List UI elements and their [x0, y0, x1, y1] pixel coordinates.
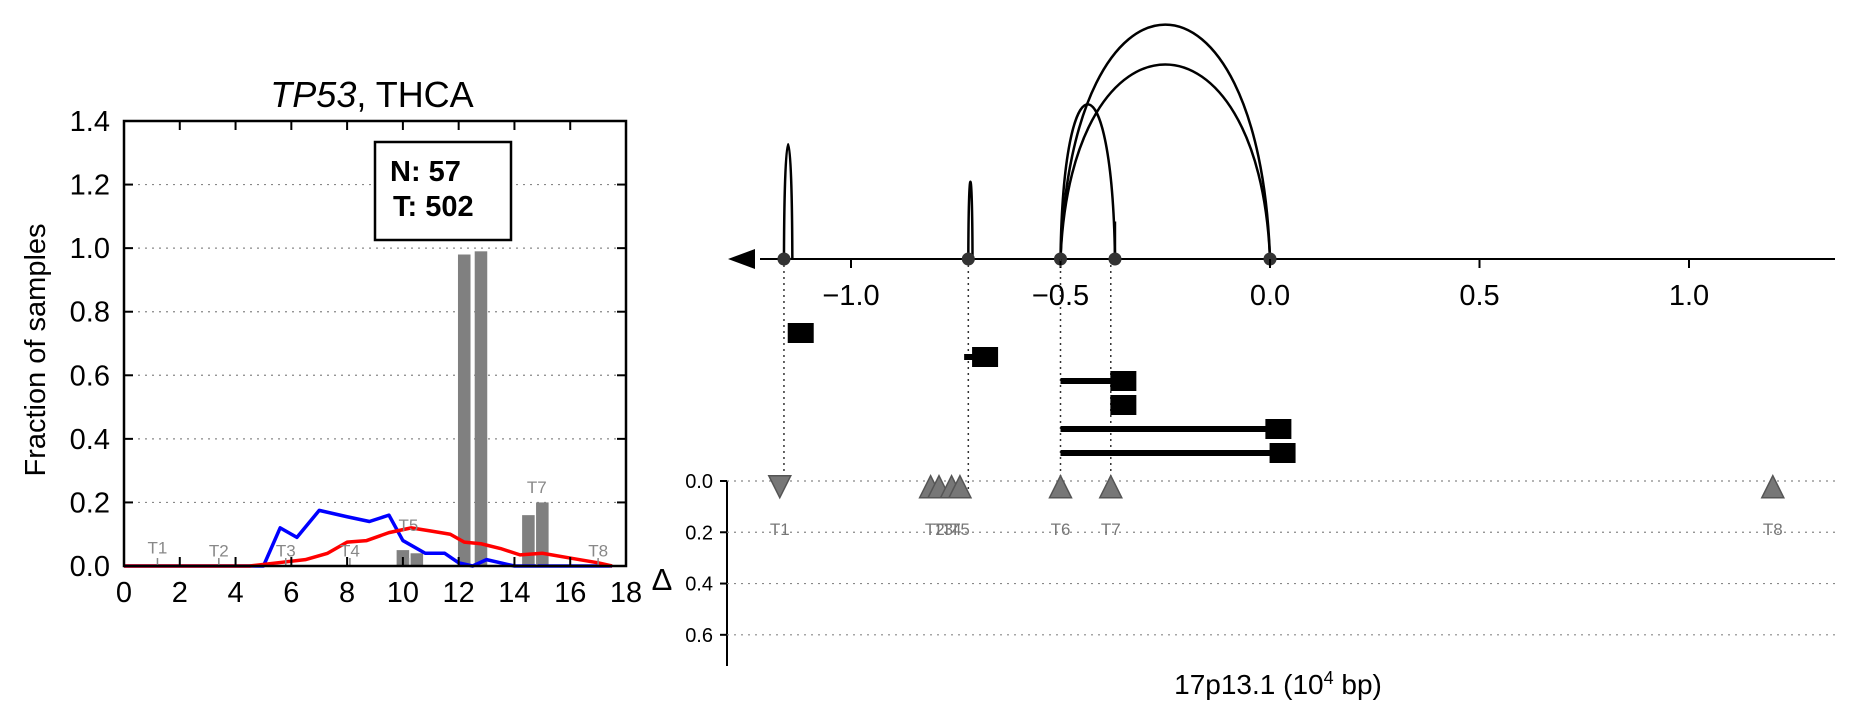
- x-axis-label-main: 17p13.1 (10: [1174, 669, 1323, 700]
- transcript-structures: [787, 323, 1296, 463]
- delta-tick-label: 0.0: [685, 471, 713, 493]
- junction-point: [1108, 252, 1122, 266]
- x-tick-label: 12: [443, 577, 475, 609]
- bar: [410, 553, 424, 566]
- transcript-exon: [787, 323, 814, 343]
- transcript-marker: [1760, 474, 1786, 499]
- transcript-exon: [1265, 419, 1292, 439]
- bars: [396, 251, 549, 567]
- junction-arc: [1059, 23, 1272, 260]
- transcript-exon: [1269, 443, 1296, 463]
- plot-frame: [122, 119, 628, 568]
- transcript-label: T5: [399, 516, 419, 535]
- junction-arcs: [782, 23, 1272, 260]
- y-tick-label: 0.6: [70, 360, 110, 392]
- density-line: [124, 526, 613, 568]
- x-tick-label: 8: [339, 577, 355, 609]
- transcript-marker: [947, 474, 973, 499]
- x-tick-label: 16: [554, 577, 586, 609]
- title-gene: TP53: [270, 74, 356, 115]
- transcript-label: T8: [588, 541, 608, 560]
- splice-structure-chart: −1.0 −0.5 0.0 0.5 1.0 0.00.20.40.6T1 T2T3T4T5…: [652, 23, 1835, 700]
- y-tick-label: 0.0: [70, 551, 110, 583]
- transcript-marker: [767, 474, 792, 500]
- y-tick-label: 1.2: [70, 170, 110, 202]
- transcript-label: T7: [527, 478, 547, 497]
- title-cancer-type: , THCA: [356, 74, 473, 115]
- transcript-marker-label: T4: [942, 520, 962, 539]
- transcript-marker-label: T8: [1763, 520, 1783, 539]
- normal-count: N: 57: [390, 156, 461, 188]
- transcript-exon: [1110, 395, 1137, 415]
- transcript-marker: [1048, 474, 1073, 499]
- y-tick-label: 0.4: [70, 424, 110, 456]
- y-tick-label: 1.4: [70, 106, 110, 138]
- bar: [457, 254, 471, 566]
- density-line: [124, 508, 613, 568]
- transcript-labels: T1 T2 T3 T4 T5 T7 T8: [148, 478, 608, 566]
- y-tick-label: 0.2: [70, 487, 110, 519]
- x-tick-label: 14: [498, 577, 530, 609]
- transcript-label: T1: [148, 538, 168, 557]
- x-tick-label: 18: [610, 577, 642, 609]
- axis-ticks: 0.0 0.2 0.4 0.6 0.8 1.0 1.2 1.4 0 2 4 6 8 10 12 14 16 18: [70, 106, 642, 609]
- genome-tick-label: 0.0: [1250, 280, 1290, 312]
- x-axis-label-exponent: 4: [1324, 668, 1334, 688]
- junction-arc: [782, 143, 794, 260]
- junction-arc: [1059, 63, 1272, 260]
- delta-tick-label: 0.4: [685, 574, 713, 596]
- y-tick-label: 0.8: [70, 297, 110, 329]
- x-tick-label: 6: [283, 577, 299, 609]
- junction-arc: [967, 180, 974, 260]
- y-tick-label: 1.0: [70, 233, 110, 265]
- x-tick-label: 10: [387, 577, 419, 609]
- transcript-marker-label: T3: [933, 520, 953, 539]
- delta-label: Δ: [652, 562, 673, 597]
- transcript-exon: [1110, 371, 1137, 391]
- fraction-chart: TP53, THCA Fraction of samples T1 T2 T3 T4T…: [20, 74, 642, 609]
- bar: [536, 502, 549, 566]
- transcript-marker-label: T6: [1051, 520, 1071, 539]
- x-axis-label: 17p13.1 (104 bp): [1174, 668, 1382, 700]
- x-tick-label: 4: [227, 577, 243, 609]
- genome-ticks: −1.0 −0.5 0.0 0.5 1.0: [822, 259, 1709, 312]
- x-tick-label: 2: [172, 577, 188, 609]
- transcript-label: T2: [209, 541, 229, 560]
- x-tick-label: 0: [116, 577, 132, 609]
- series-lines: [124, 508, 613, 568]
- x-axis-label-unit: bp): [1334, 669, 1382, 700]
- chart-title: TP53, THCA: [270, 74, 473, 115]
- transcript-marker-label: T5: [950, 520, 970, 539]
- genome-tick-label: −1.0: [822, 280, 879, 312]
- counts-box: N: 57 T: 502: [373, 140, 513, 242]
- y-axis-label: Fraction of samples: [20, 223, 52, 476]
- delta-tick-label: 0.6: [685, 625, 713, 647]
- tumor-count: T: 502: [393, 191, 474, 223]
- transcript-marker-label: T7: [1101, 520, 1121, 539]
- transcript-exon: [972, 347, 999, 367]
- transcript-marker-label: T1: [770, 520, 790, 539]
- transcript-label: T3: [276, 541, 296, 560]
- counts-box-frame: [373, 140, 513, 242]
- transcript-marker-label: T2: [925, 520, 945, 539]
- delta-tick-label: 0.2: [685, 522, 713, 544]
- transcript-label: T4: [340, 541, 360, 560]
- bar: [522, 515, 535, 566]
- bar: [474, 251, 488, 567]
- genome-tick-label: 0.5: [1459, 280, 1499, 312]
- genome-tick-label: 1.0: [1669, 280, 1709, 312]
- strand-arrow: [728, 249, 755, 269]
- transcript-marker: [1098, 474, 1123, 499]
